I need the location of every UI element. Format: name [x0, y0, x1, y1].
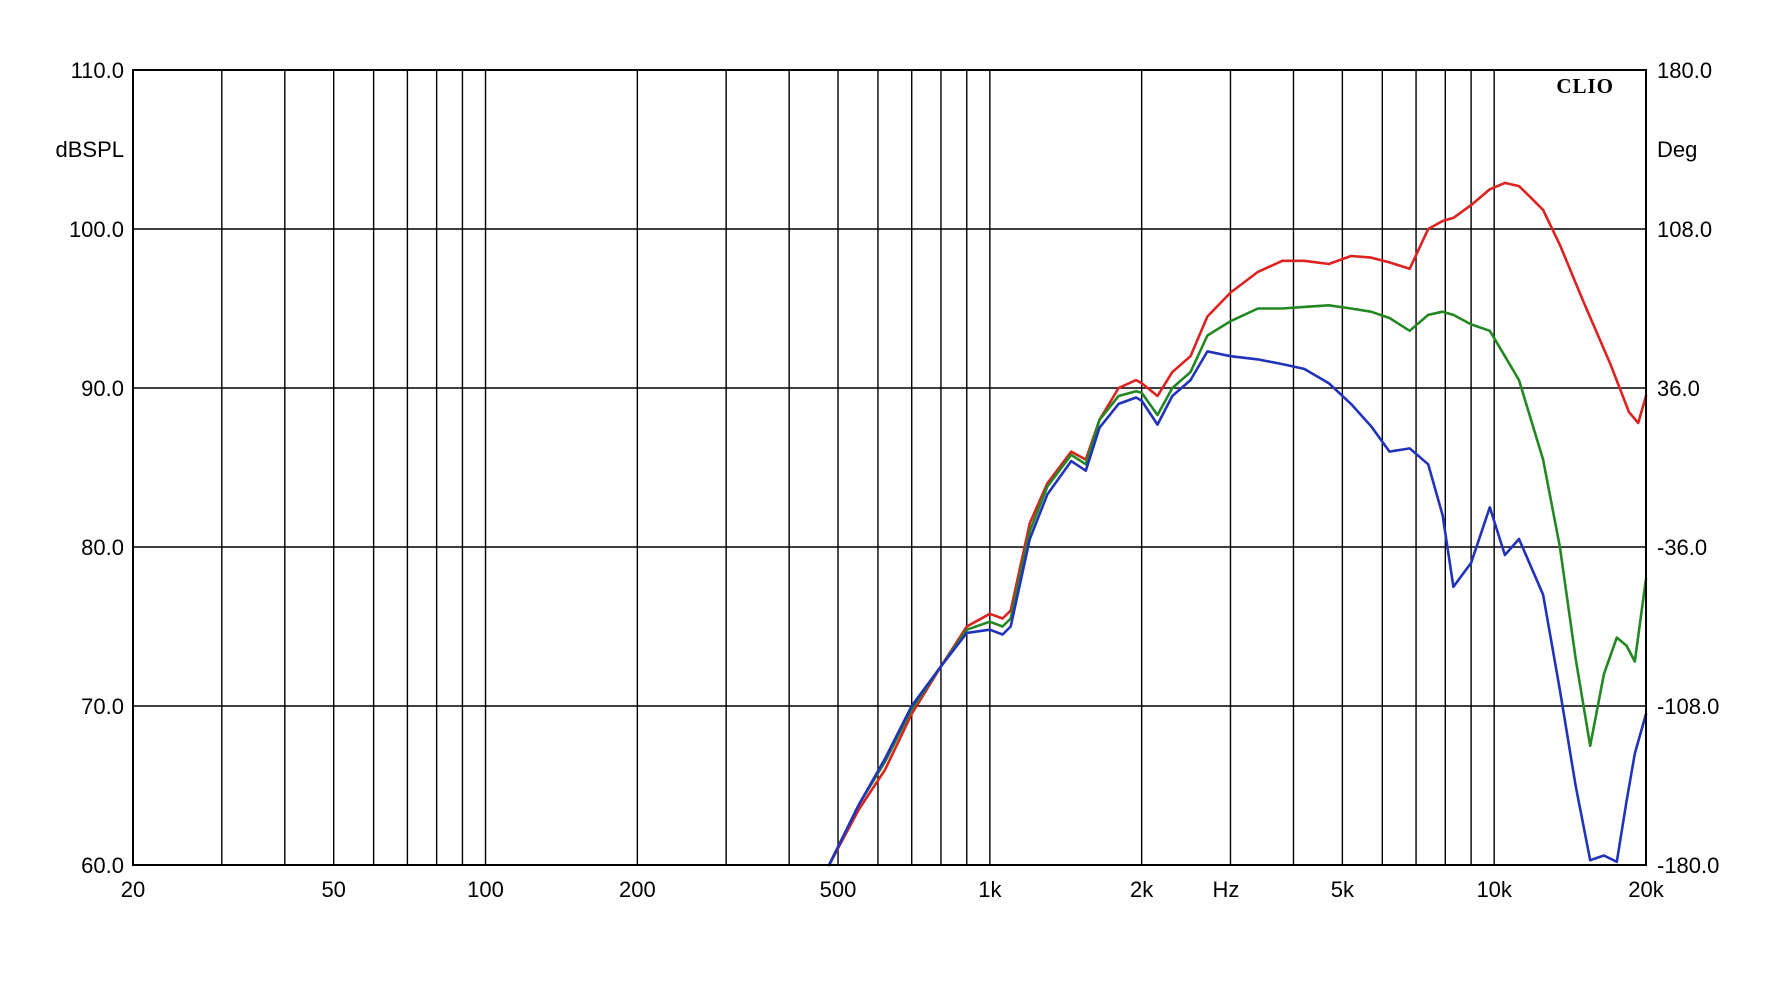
- x-tick-label: 2k: [1130, 877, 1154, 902]
- y-tick-label-right: 108.0: [1657, 217, 1712, 242]
- y-tick-label-left: 100.0: [69, 217, 124, 242]
- x-tick-label: 20k: [1628, 877, 1664, 902]
- series-line-2: [827, 303, 1648, 867]
- y-axis-right-title: Deg: [1657, 137, 1697, 162]
- y-tick-label-right: 36.0: [1657, 376, 1700, 401]
- y-tick-label-left: 70.0: [81, 694, 124, 719]
- series-line-3: [827, 350, 1648, 867]
- y-tick-label-right: -180.0: [1657, 853, 1719, 878]
- x-tick-label: 100: [467, 877, 504, 902]
- grid-layer: [133, 69, 1646, 866]
- x-tick-label: 10k: [1476, 877, 1512, 902]
- y-tick-label-right: -36.0: [1657, 535, 1707, 560]
- y-tick-label-left: 90.0: [81, 376, 124, 401]
- y-tick-label-left: 80.0: [81, 535, 124, 560]
- x-tick-label: 500: [820, 877, 857, 902]
- label-layer: dBSPL Deg Hz CLIO 60.0 70.0 80.0 90.0 100.0 1…: [56, 58, 1720, 902]
- y-tick-label-left: 110.0: [71, 58, 124, 83]
- x-tick-label: 20: [121, 877, 145, 902]
- x-tick-label: 200: [619, 877, 656, 902]
- clio-brand-logo: CLIO: [1556, 74, 1614, 98]
- y-tick-label-left: 60.0: [81, 853, 124, 878]
- y-tick-label-right: 180.0: [1657, 58, 1712, 83]
- x-axis-title: Hz: [1213, 877, 1240, 902]
- y-tick-label-right: -108.0: [1657, 694, 1719, 719]
- plot-frame: [132, 69, 1647, 866]
- x-tick-label: 1k: [978, 877, 1002, 902]
- x-tick-label: 5k: [1331, 877, 1355, 902]
- series-line-1: [827, 181, 1648, 867]
- x-tick-label: 50: [321, 877, 345, 902]
- series-layer: [827, 181, 1648, 867]
- y-axis-left-title: dBSPL: [56, 137, 125, 162]
